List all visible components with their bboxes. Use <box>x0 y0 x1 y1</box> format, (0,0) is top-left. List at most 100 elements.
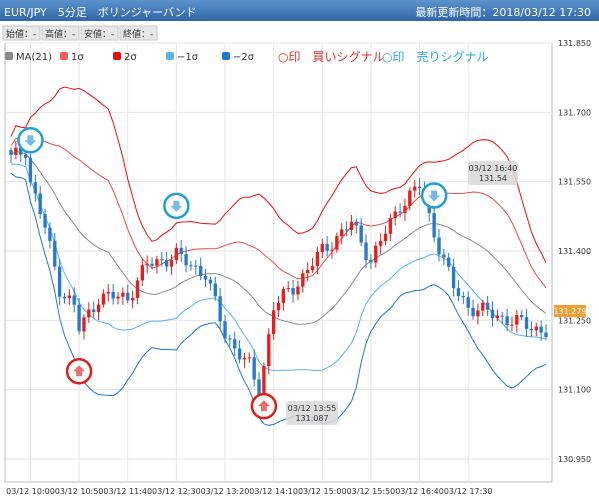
current-price-box <box>554 305 586 317</box>
candle-body <box>67 295 72 299</box>
ohlc-box-close <box>119 25 158 41</box>
candle-body <box>213 283 217 297</box>
x-tick-label: 03/12 15:00 <box>298 487 347 496</box>
candle-body <box>169 260 174 267</box>
legend-label-ma: MA(21) <box>16 52 52 63</box>
candle-body <box>354 221 359 226</box>
candle-body <box>62 296 67 299</box>
ohlc-box-low <box>80 25 119 41</box>
candle-body <box>150 263 154 266</box>
candle-body <box>33 182 38 194</box>
candle-body <box>305 269 310 274</box>
candle-body <box>281 289 286 303</box>
y-tick-label: 131.400 <box>558 247 591 256</box>
candle-body <box>286 288 290 290</box>
candle-body <box>130 297 135 301</box>
candle-body <box>203 275 208 280</box>
band-minus1sigma <box>11 163 547 372</box>
candle-body <box>208 279 213 284</box>
candle-body <box>43 214 47 228</box>
candle-body <box>72 295 76 305</box>
arrow-down-icon <box>428 190 441 202</box>
legend-label-2sigma: 2σ <box>124 52 137 63</box>
legend-swatch-2sigma <box>113 52 121 60</box>
buy-signal-label: ○印 買いシグナル <box>278 50 384 64</box>
candle-body <box>82 317 86 332</box>
y-tick-label: 131.250 <box>558 316 591 325</box>
bollinger-bands <box>10 86 547 426</box>
annotation-buy-time: 03/12 13:55 <box>288 404 337 413</box>
arrow-down-icon <box>170 200 183 212</box>
candle-body <box>500 315 504 317</box>
candle-body <box>291 288 295 295</box>
candle-body <box>184 253 188 266</box>
candle-body <box>524 317 529 329</box>
candle-body <box>515 315 519 325</box>
y-tick-label: 131.700 <box>558 108 591 117</box>
candle-body <box>179 247 183 254</box>
candle-body <box>48 227 52 241</box>
candle-body <box>223 321 227 339</box>
candle-body <box>471 307 475 317</box>
candle-body <box>378 241 383 246</box>
candle-body <box>101 293 106 305</box>
x-tick-label: 03/12 10:50 <box>55 487 104 496</box>
candle-body <box>320 244 324 252</box>
x-tick-label: 03/12 14:10 <box>249 487 298 496</box>
band-plus1sigma <box>10 137 547 289</box>
candle-body <box>228 338 232 340</box>
candle-body <box>96 304 101 312</box>
candle-body <box>490 309 495 319</box>
candle-body <box>330 249 334 251</box>
chart-title: EUR/JPY 5分足 ボリンジャーバンド <box>4 6 197 19</box>
ohlc-open: 始値：- <box>6 28 36 40</box>
chart-bg <box>0 21 599 499</box>
candle-body <box>19 147 23 155</box>
candle-body <box>534 326 538 331</box>
arrow-up-icon <box>73 365 86 377</box>
annotation-sell-price: 131.54 <box>479 174 507 183</box>
legend-swatch-minus2sigma <box>222 52 230 60</box>
candle-body <box>485 302 490 310</box>
x-tick-label: 03/12 15:50 <box>347 487 396 496</box>
current-price-marker: 131.279 <box>553 305 587 317</box>
x-tick-label: 03/12 10:00 <box>6 487 55 496</box>
candle-body <box>28 157 33 183</box>
candle-body <box>276 302 281 311</box>
candle-body <box>495 315 500 319</box>
candle-body <box>198 265 203 276</box>
candle-body <box>393 211 397 219</box>
legend-label-minus2sigma: −2σ <box>233 52 255 63</box>
candle-body <box>447 257 451 267</box>
candle-body <box>87 309 91 318</box>
candle-body <box>461 296 466 298</box>
candle-body <box>160 259 164 261</box>
candle-body <box>155 259 159 266</box>
legend: MA(21) 1σ 2σ −1σ −2σ <box>5 52 255 63</box>
candle-body <box>544 332 548 338</box>
annotation-buy-price: 131.087 <box>295 414 328 423</box>
candle-body <box>53 240 57 267</box>
x-tick-label: 03/12 12:30 <box>152 487 201 496</box>
candle-body <box>38 193 42 215</box>
ohlc-high: 高値：- <box>45 28 75 40</box>
last-updated: 最新更新時間：2018/03/12 17:30 <box>415 6 591 19</box>
sell-signal-label: ○印 売りシグナル <box>382 49 488 64</box>
candle-body <box>456 288 461 297</box>
candle-body <box>383 233 388 242</box>
candle-body <box>505 316 509 326</box>
candle-body <box>369 260 373 263</box>
y-tick-label: 131.850 <box>558 39 591 48</box>
annotation-sell-bg <box>468 161 518 185</box>
candle-body <box>432 213 436 238</box>
candle-body <box>451 266 456 289</box>
legend-label-minus1sigma: −1σ <box>177 52 199 63</box>
candle-body <box>325 244 329 251</box>
candlestick-chart: 131.850 131.700 131.550 131.400 131.250 131.1… <box>0 21 599 499</box>
x-tick-label: 03/12 11:40 <box>103 487 152 496</box>
ohlc-box-high <box>41 25 80 41</box>
annotation-sell-time: 03/12 16:40 <box>469 164 518 173</box>
candle-body <box>417 186 422 189</box>
y-tick-label: 130.950 <box>558 455 591 464</box>
x-tick-label: 03/12 17:30 <box>444 487 493 496</box>
